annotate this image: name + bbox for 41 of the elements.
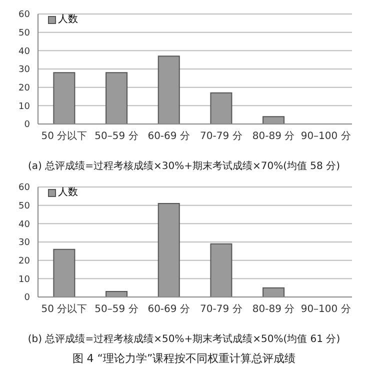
y-tick-label: 30: [18, 238, 30, 248]
bar: [106, 291, 128, 297]
bar: [210, 92, 232, 124]
text: (b) 总评成绩=过程考核成绩×50%+期末考试成绩×50%(均值 61 分): [26, 332, 342, 346]
y-tick-label: 10: [18, 102, 30, 112]
y-tick-label: 0: [24, 120, 30, 130]
y-tick-label: 50: [18, 202, 30, 212]
x-tick-label: 80-89 分: [252, 303, 295, 316]
x-tick-label: 50–59 分: [94, 130, 138, 142]
caption: 图 4 “理论力学”课程按不同权重计算总评成绩: [71, 351, 297, 366]
bar: [210, 243, 232, 297]
bar: [53, 248, 76, 297]
y-tick-label: 50: [18, 28, 30, 39]
x-tick-label: 70-79 分: [200, 130, 242, 142]
y-tick-label: 30: [18, 65, 30, 76]
bar: [106, 72, 128, 124]
x-tick-label: 60-69 分: [148, 130, 190, 142]
y-tick-label: 40: [18, 46, 30, 57]
bar: [262, 287, 285, 297]
y-tick-label: 20: [18, 84, 30, 94]
x-tick-label: 70-79 分: [200, 303, 242, 316]
bar: [262, 116, 285, 124]
x-tick-label: 50 分以下: [41, 303, 88, 316]
x-tick-label: 80-89 分: [252, 130, 295, 142]
x-tick-label: 90–100 分: [300, 303, 351, 316]
bar: [158, 203, 180, 297]
y-tick-label: 0: [24, 293, 30, 304]
bar: [158, 56, 180, 124]
y-tick-label: 40: [18, 220, 30, 230]
legend-label: 人数: [57, 14, 78, 26]
bar: [53, 72, 76, 124]
legend-label: 人数: [57, 187, 78, 199]
text: (a) 总评成绩=过程考核成绩×30%+期末考试成绩×70%(均值 58 分): [27, 160, 341, 173]
y-tick-label: 10: [18, 274, 30, 285]
y-tick-label: 20: [18, 256, 30, 267]
y-tick-label: 60: [18, 183, 30, 194]
x-tick-label: 90–100 分: [300, 130, 351, 142]
y-tick-label: 60: [18, 10, 30, 20]
x-tick-label: 60-69 分: [148, 303, 190, 316]
x-tick-label: 50–59 分: [94, 303, 138, 316]
x-tick-label: 50 分以下: [41, 130, 88, 142]
